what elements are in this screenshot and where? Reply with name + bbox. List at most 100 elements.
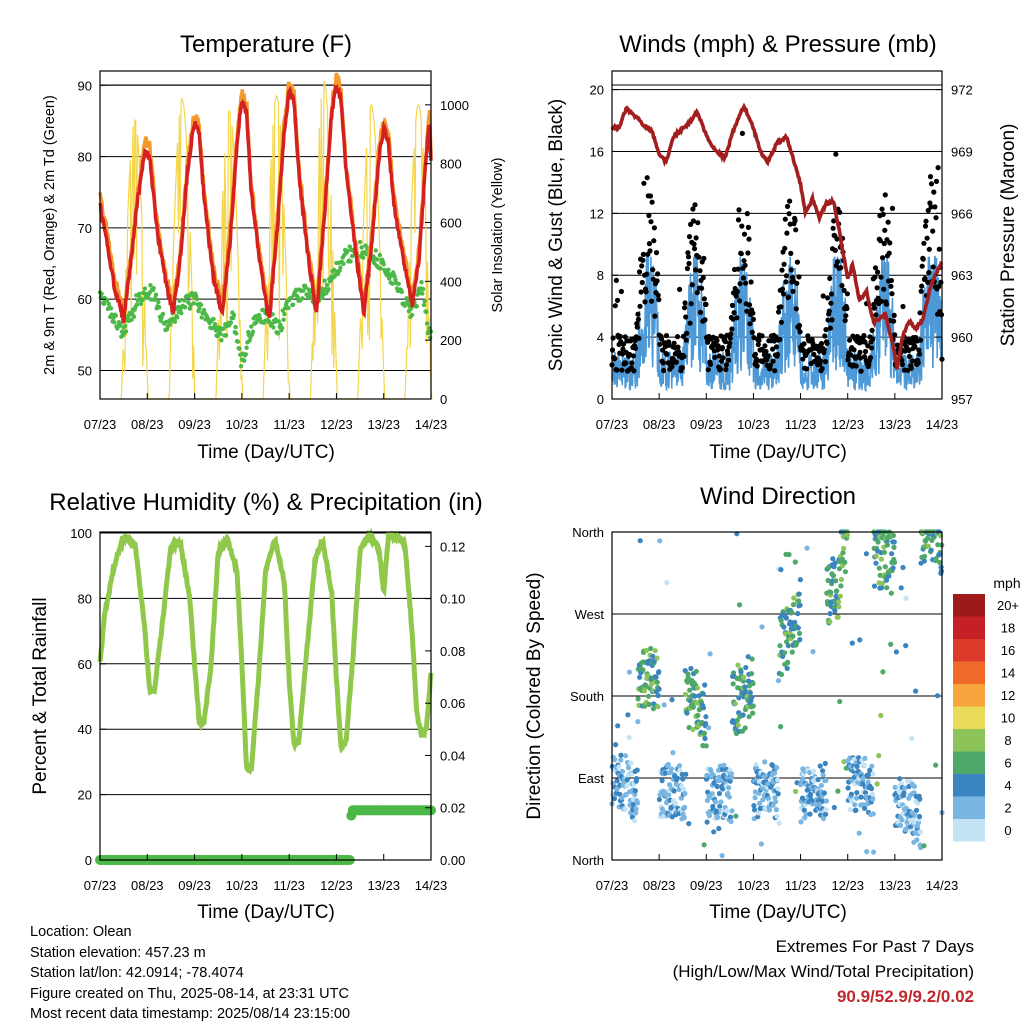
gust-point: [867, 355, 874, 361]
gust-point: [752, 351, 759, 357]
direction-point: [881, 549, 888, 555]
gust-point: [715, 343, 721, 349]
gust-point: [649, 199, 655, 205]
direction-point: [934, 693, 941, 699]
direction-point: [700, 691, 706, 697]
direction-point: [726, 794, 732, 800]
dewpoint-point: [359, 245, 364, 250]
gust-point: [723, 366, 729, 373]
temperature-title: Temperature (F): [180, 31, 352, 58]
direction-point: [614, 778, 620, 784]
direction-point: [742, 684, 748, 690]
direction-point: [616, 764, 622, 770]
direction-point: [635, 696, 641, 702]
direction-point: [849, 798, 855, 804]
direction-point: [708, 768, 714, 774]
direction-point: [656, 686, 662, 692]
gust-point: [875, 295, 881, 301]
gust-point: [633, 345, 639, 351]
gust-point: [620, 346, 626, 352]
direction-point: [863, 551, 870, 557]
gust-point: [936, 284, 942, 290]
direction-point: [797, 602, 803, 608]
gust-point: [922, 275, 928, 281]
direction-point: [702, 735, 708, 742]
humidity-gridlines: [100, 532, 431, 861]
gust-point: [782, 245, 788, 251]
gust-point: [916, 347, 922, 353]
dewpoint-point: [399, 289, 404, 295]
dewpoint-point: [112, 320, 117, 325]
gust-point: [923, 218, 929, 224]
dewpoint-point: [238, 364, 244, 369]
legend-swatch: [953, 729, 985, 752]
gust-point: [793, 227, 799, 233]
direction-point: [690, 704, 696, 710]
direction-point: [686, 724, 692, 731]
direction-point: [664, 579, 670, 586]
dewpoint-point: [271, 325, 276, 330]
y-tick-label: 0: [85, 853, 92, 868]
gust-point: [741, 231, 748, 237]
gust-point: [637, 303, 643, 309]
direction-point: [876, 565, 882, 571]
direction-point: [634, 776, 640, 782]
gust-point: [908, 365, 914, 371]
direction-point: [793, 788, 799, 795]
dewpoint-point: [108, 306, 114, 311]
direction-point: [820, 768, 826, 774]
gust-point: [690, 218, 697, 224]
gust-point: [765, 353, 771, 359]
direction-point: [662, 770, 669, 776]
dewpoint-point: [322, 278, 327, 283]
direction-point: [619, 795, 625, 801]
direction-point: [869, 791, 876, 797]
x-tick-label: 10/23: [737, 878, 770, 893]
direction-point: [854, 763, 860, 770]
gust-point: [610, 335, 616, 341]
direction-point: [628, 760, 634, 766]
gust-point: [641, 180, 647, 186]
direction-point: [854, 790, 860, 796]
gust-point: [619, 367, 625, 373]
direction-point: [624, 783, 630, 789]
direction-point: [884, 585, 890, 591]
direction-point: [682, 804, 688, 811]
direction-point: [654, 655, 660, 661]
gust-point: [733, 293, 739, 299]
direction-point: [747, 690, 753, 696]
direction-point: [790, 633, 796, 639]
direction-point: [815, 777, 821, 783]
dewpoint-point: [211, 316, 216, 322]
direction-point: [844, 532, 851, 538]
gust-point: [925, 207, 931, 214]
direction-point: [703, 721, 709, 727]
direction-point: [871, 583, 878, 589]
y-tick-label: North: [572, 853, 604, 868]
gust-point: [883, 301, 890, 307]
direction-point: [878, 556, 885, 562]
x-tick-label: 13/23: [879, 878, 912, 893]
gust-point: [683, 314, 689, 320]
direction-point: [823, 807, 829, 813]
direction-point: [915, 800, 921, 806]
direction-point: [715, 814, 721, 821]
gust-point: [719, 345, 726, 351]
gust-point: [770, 346, 776, 352]
direction-point: [740, 678, 747, 684]
gust-point: [784, 230, 790, 236]
dewpoint-point: [409, 306, 414, 311]
direction-point: [632, 788, 639, 794]
y-tick-label: West: [575, 607, 605, 622]
direction-point: [842, 559, 848, 565]
dewpoint-point: [345, 248, 350, 253]
gust-point: [695, 220, 701, 226]
direction-point: [845, 785, 851, 791]
legend-label: 10: [1001, 711, 1015, 726]
direction-point: [762, 759, 768, 765]
gust-point: [872, 265, 879, 271]
gust-point: [870, 336, 876, 342]
x-tick-label: 10/23: [737, 417, 770, 432]
direction-data: [609, 529, 945, 859]
direction-panel: Wind Direction North East South West North 0…: [524, 483, 1021, 923]
